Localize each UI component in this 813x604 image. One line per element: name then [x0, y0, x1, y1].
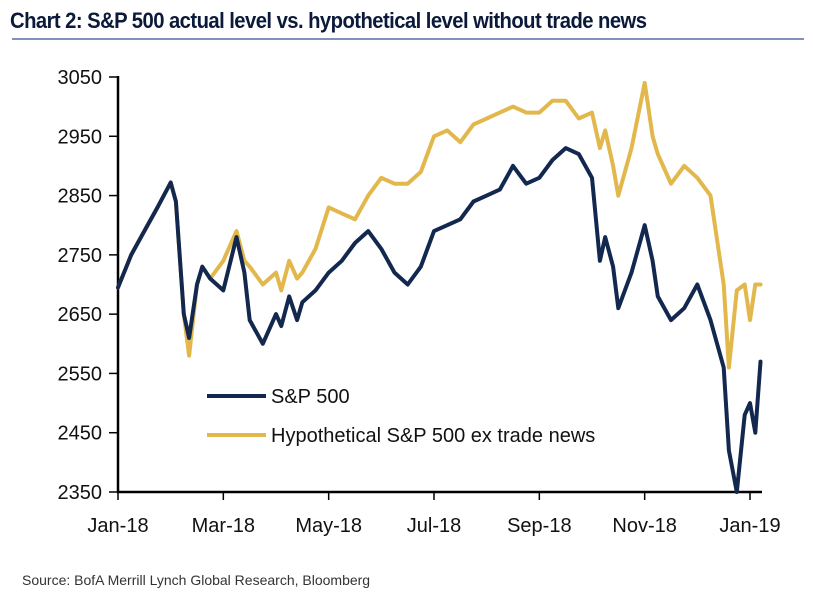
- y-tick-label: 2850: [58, 186, 103, 208]
- y-tick-label: 2750: [58, 245, 103, 267]
- x-tick-label: May-18: [295, 515, 362, 537]
- legend-label-hypothetical: Hypothetical S&P 500 ex trade news: [271, 425, 595, 447]
- series-lines: [116, 80, 763, 494]
- x-tick-label: Jan-19: [719, 515, 780, 537]
- series-line-sp500: [116, 146, 763, 494]
- x-tick-label: Sep-18: [507, 515, 572, 537]
- x-tick-label: Nov-18: [612, 515, 676, 537]
- source-note: Source: BofA Merrill Lynch Global Resear…: [22, 572, 371, 588]
- chart-title: Chart 2: S&P 500 actual level vs. hypoth…: [10, 8, 647, 33]
- title-divider: [12, 38, 804, 40]
- legend-label-sp500: S&P 500: [271, 386, 350, 408]
- y-tick-label: 2950: [58, 126, 103, 148]
- y-tick-label: 2450: [58, 423, 103, 445]
- y-tick-label: 2650: [58, 304, 103, 326]
- series-line-hypothetical: [116, 80, 763, 370]
- legend: S&P 500 Hypothetical S&P 500 ex trade ne…: [207, 386, 595, 447]
- x-tick-label: Mar-18: [192, 515, 255, 537]
- x-tick-label: Jan-18: [87, 515, 148, 537]
- axes: 2350 2450 2550 2650 2750 2850 2950 3050 Jan-18 Ma…: [58, 67, 781, 537]
- y-tick-label: 2350: [58, 482, 103, 504]
- x-tick-label: Jul-18: [407, 515, 461, 537]
- y-tick-label: 2550: [58, 363, 103, 385]
- y-tick-label: 3050: [58, 67, 103, 89]
